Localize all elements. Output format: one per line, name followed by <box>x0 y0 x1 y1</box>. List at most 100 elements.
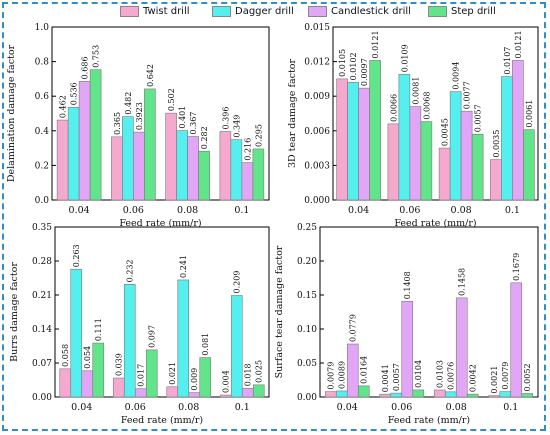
x-tick-label: 0.1 <box>235 402 250 413</box>
bar <box>398 73 411 201</box>
bar-value-label: 0.0077 <box>463 81 472 109</box>
bar <box>433 389 446 398</box>
bar <box>176 130 188 201</box>
bar <box>219 131 232 201</box>
bar <box>122 116 134 201</box>
plot-frame <box>332 26 539 201</box>
y-tick-label: 0.28 <box>32 257 52 267</box>
y-tick-label: 0.6 <box>35 92 50 102</box>
x-tick-label: 0.1 <box>234 205 249 216</box>
bar <box>409 106 422 201</box>
bar <box>390 392 403 398</box>
bar <box>134 388 147 398</box>
bar-value-label: 0.209 <box>233 271 242 294</box>
legend: Twist drill Dagger drill Candlestick dri… <box>0 4 550 22</box>
bar-value-label: 0.039 <box>115 353 124 376</box>
bar <box>198 150 210 201</box>
bar-value-label: 0.462 <box>59 95 68 118</box>
legend-item-candlestick-drill: Candlestick drill <box>308 6 411 17</box>
y-tick-label: 0.00 <box>32 393 52 403</box>
bar-value-label: 0.686 <box>81 56 90 79</box>
bar-value-label: 0.0109 <box>400 44 409 72</box>
y-tick-label: 0.15 <box>297 291 317 301</box>
bar-value-label: 0.241 <box>179 255 188 278</box>
bar <box>230 139 243 201</box>
bar <box>501 76 513 201</box>
bar-value-label: 0.642 <box>146 64 155 87</box>
bar <box>56 119 69 201</box>
bar <box>412 389 425 398</box>
bar-value-label: 0.0021 <box>490 366 499 394</box>
bar-value-label: 0.0045 <box>441 118 450 146</box>
y-tick-label: 0.05 <box>297 359 317 369</box>
bar-value-label: 0.0779 <box>349 314 358 342</box>
y-axis-label: 3D tear damage factor <box>287 59 298 169</box>
plot-frame <box>51 26 270 201</box>
y-tick-label: 0.2 <box>35 161 49 171</box>
bar <box>369 60 381 201</box>
bar-value-label: 0.0057 <box>392 363 401 391</box>
x-tick-label: 0.06 <box>123 205 144 216</box>
bar-value-label: 0.263 <box>72 244 81 267</box>
bar-value-label: 0.0164 <box>360 356 369 384</box>
y-tick-label: 0.21 <box>32 291 52 301</box>
plot-frame <box>54 226 270 398</box>
legend-swatch-twist-drill <box>120 6 139 17</box>
bar <box>471 133 484 201</box>
bar <box>144 88 156 201</box>
bar <box>241 387 254 398</box>
bar <box>358 87 370 201</box>
x-tick-label: 0.06 <box>399 205 420 216</box>
bar-value-label: 0.018 <box>244 363 253 386</box>
bar <box>510 282 523 398</box>
bar-value-label: 0.054 <box>83 346 92 369</box>
bar-value-label: 0.0107 <box>503 47 512 75</box>
bar-value-label: 0.482 <box>124 92 133 115</box>
bar-value-label: 0.004 <box>222 370 231 393</box>
x-tick-label: 0.08 <box>446 402 467 413</box>
bar <box>70 268 83 398</box>
legend-label-twist-drill: Twist drill <box>143 6 190 17</box>
bar-value-label: 0.058 <box>61 344 70 367</box>
bar <box>112 377 125 398</box>
x-tick-label: 0.1 <box>503 402 518 413</box>
bar-value-label: 0.365 <box>113 112 122 135</box>
y-tick-label: 0.003 <box>304 161 330 171</box>
bar <box>81 370 94 398</box>
x-tick-label: 0.04 <box>69 205 90 216</box>
bar <box>347 82 359 201</box>
y-tick-label: 0.25 <box>297 223 317 233</box>
y-tick-label: 0.20 <box>297 257 317 267</box>
bar <box>165 112 177 201</box>
bar-value-label: 0.396 <box>221 107 230 130</box>
bar-value-label: 0.0081 <box>411 77 420 105</box>
y-tick-label: 0.009 <box>304 92 330 102</box>
bar-value-label: 0.0121 <box>371 30 380 58</box>
y-tick-label: 0.00 <box>297 393 317 403</box>
y-tick-label: 0.8 <box>35 58 50 68</box>
y-tick-label: 0.14 <box>32 325 52 335</box>
bar-value-label: 0.0042 <box>469 364 478 392</box>
x-axis-label: Feed rate (mm/r) <box>121 415 203 426</box>
bar <box>466 393 479 398</box>
bar-value-label: 0.0066 <box>389 94 398 122</box>
y-axis-label: Surface tear damage factor <box>274 245 285 378</box>
legend-swatch-step-drill <box>428 6 447 17</box>
bar <box>521 393 534 398</box>
bar-value-label: 0.0103 <box>436 360 445 388</box>
bar <box>499 391 512 398</box>
chart-3: 0.00 0.07 0.14 0.21 0.28 0.35 Burrs damage fac… <box>9 223 270 426</box>
bar-value-label: 0.0102 <box>349 52 358 80</box>
legend-item-twist-drill: Twist drill <box>120 6 190 17</box>
x-tick-label: 0.04 <box>337 402 358 413</box>
plot-frame <box>319 226 539 398</box>
bar <box>488 395 501 398</box>
bar <box>455 297 468 398</box>
bar-value-label: 0.1679 <box>512 253 521 281</box>
y-tick-label: 0.000 <box>304 196 330 206</box>
bar <box>523 129 535 201</box>
x-tick-label: 0.06 <box>391 402 412 413</box>
bar <box>92 342 105 398</box>
bar <box>187 136 199 201</box>
y-axis-label: Delamination damage factor <box>6 44 17 182</box>
